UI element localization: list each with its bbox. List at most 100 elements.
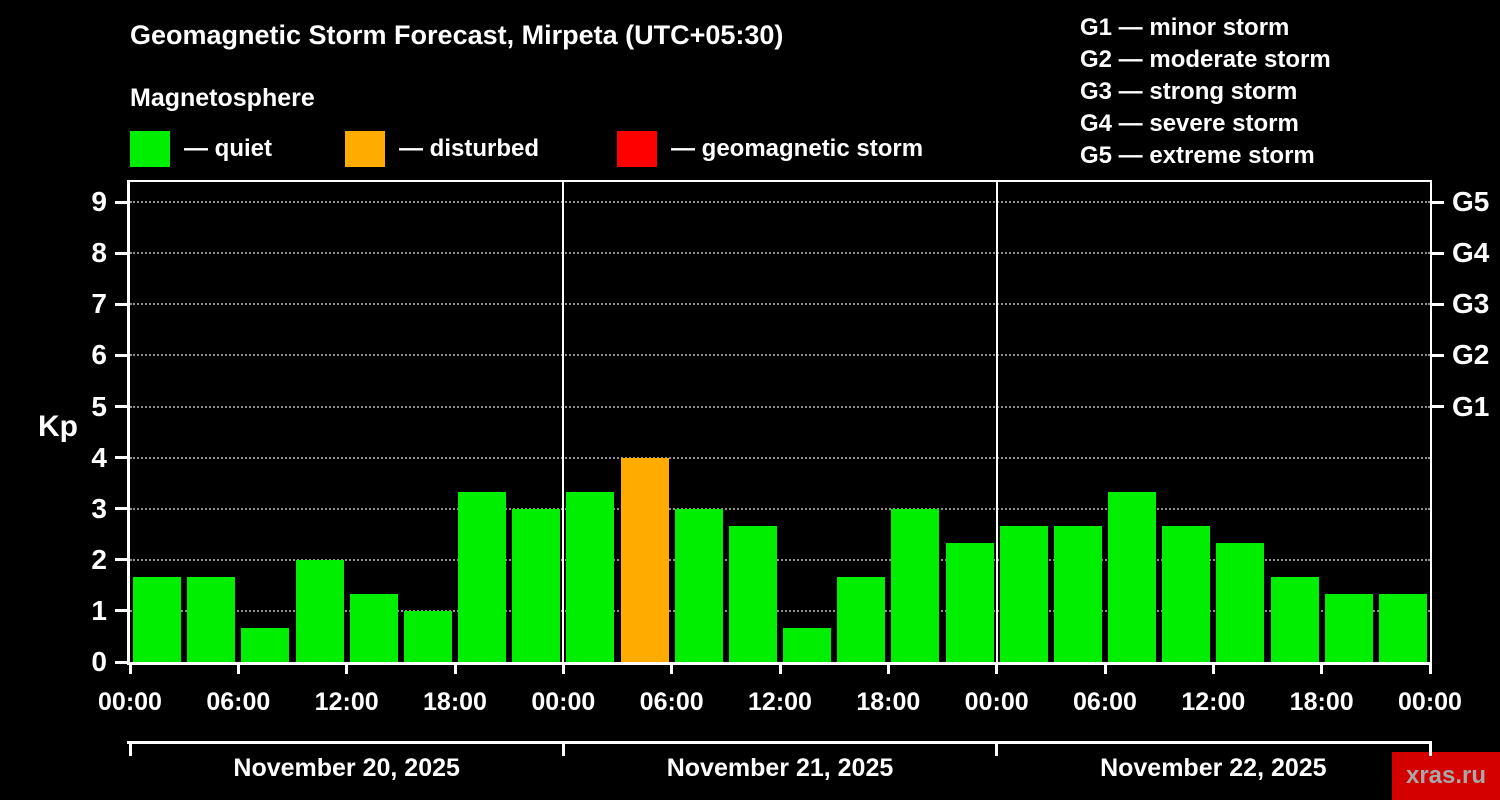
- kp-bar: [1378, 594, 1427, 662]
- x-tick-label: 06:00: [206, 688, 271, 716]
- x-axis-line: [127, 662, 1432, 665]
- kp-bar: [349, 594, 398, 662]
- plot-area: [130, 180, 1430, 662]
- legend-item-storm: — geomagnetic storm: [617, 130, 923, 168]
- kp-bar: [1053, 525, 1102, 662]
- x-tick: [561, 665, 565, 674]
- y-tick-label: 4: [91, 441, 107, 473]
- g-tick: [1432, 200, 1444, 204]
- date-label: November 20, 2025: [233, 754, 460, 782]
- x-tick-label: 12:00: [1181, 688, 1246, 716]
- x-tick: [128, 665, 132, 674]
- legend-label-quiet: — quiet: [184, 135, 272, 162]
- kp-bar: [1108, 491, 1157, 662]
- day-axis-tick: [561, 741, 565, 756]
- x-tick: [1428, 665, 1432, 674]
- x-tick: [1211, 665, 1215, 674]
- x-tick-label: 00:00: [964, 688, 1029, 716]
- y-tick: [115, 609, 127, 613]
- kp-gridline: [130, 201, 1430, 204]
- kp-gridline: [130, 405, 1430, 408]
- g-tick: [1432, 251, 1444, 255]
- kp-gridline: [130, 354, 1430, 357]
- legend-label-disturbed: — disturbed: [399, 135, 540, 162]
- x-tick-label: 06:00: [1073, 688, 1137, 716]
- storm-scale-item-g5: G5 — extreme storm: [1080, 142, 1315, 169]
- legend-item-quiet: — quiet: [130, 130, 272, 168]
- date-label: November 21, 2025: [666, 754, 894, 782]
- y-tick: [115, 302, 127, 306]
- day-axis-line: [127, 741, 1432, 744]
- day-axis-tick: [995, 741, 999, 756]
- x-tick-label: 00:00: [531, 688, 596, 716]
- y-tick: [115, 405, 127, 408]
- watermark-text: xras.ru: [1405, 762, 1487, 789]
- g-scale-label: G1: [1452, 390, 1490, 422]
- kp-bar: [1162, 525, 1211, 662]
- kp-bar: [295, 559, 344, 662]
- x-tick-label: 00:00: [1398, 688, 1462, 716]
- legend-label-storm: — geomagnetic storm: [671, 135, 924, 162]
- storm-scale-legend: G1 — minor storm G2 — moderate storm G3 …: [1080, 12, 1331, 172]
- g-tick: [1432, 302, 1444, 306]
- kp-bar: [945, 542, 994, 662]
- y-axis-line: [127, 180, 130, 665]
- x-tick-label: 12:00: [314, 688, 379, 716]
- x-tick-label: 00:00: [98, 688, 162, 716]
- watermark-xras: xras.ru: [1392, 752, 1500, 800]
- kp-bar: [1324, 594, 1373, 662]
- y-tick: [115, 660, 127, 664]
- storm-scale-item-g3: G3 — strong storm: [1080, 78, 1298, 105]
- kp-bar: [1216, 542, 1265, 662]
- kp-gridline: [130, 507, 1430, 510]
- kp-bar: [133, 576, 182, 662]
- kp-bar: [783, 627, 832, 662]
- g-scale-label: G4: [1452, 237, 1490, 269]
- storm-scale-item-g1: G1 — minor storm: [1080, 14, 1290, 41]
- plot-top-border: [127, 180, 1432, 182]
- x-tick: [236, 665, 240, 674]
- x-tick: [453, 665, 457, 674]
- right-axis-line: [1430, 180, 1432, 665]
- x-tick-label: 18:00: [856, 688, 921, 716]
- kp-bar: [241, 627, 290, 662]
- x-tick-label: 18:00: [1289, 688, 1354, 716]
- kp-bar: [512, 508, 561, 662]
- y-tick-label: 5: [91, 390, 107, 422]
- x-tick: [995, 665, 999, 674]
- g-scale-label: G5: [1452, 186, 1490, 218]
- y-tick: [115, 558, 127, 562]
- x-tick-label: 06:00: [639, 688, 704, 716]
- g-scale-label: G3: [1452, 288, 1490, 320]
- g-tick: [1432, 353, 1444, 357]
- y-tick-label: 3: [91, 492, 107, 524]
- kp-gridline: [130, 456, 1430, 459]
- y-tick-label: 6: [91, 339, 107, 371]
- kp-bar: [891, 508, 940, 662]
- y-tick: [115, 456, 127, 460]
- day-separator-line: [562, 180, 565, 662]
- legend-item-disturbed: — disturbed: [345, 130, 539, 168]
- x-tick-label: 12:00: [748, 688, 812, 716]
- y-tick: [115, 353, 127, 357]
- disturbed-color-swatch: [345, 131, 385, 167]
- kp-gridline: [130, 609, 1430, 612]
- y-tick-label: 2: [91, 543, 107, 575]
- kp-bar: [728, 525, 777, 662]
- y-tick-label: 8: [91, 237, 107, 269]
- storm-scale-item-g4: G4 — severe storm: [1080, 110, 1299, 137]
- x-tick: [345, 665, 349, 674]
- storm-scale-item-g2: G2 — moderate storm: [1080, 46, 1331, 73]
- x-tick: [1320, 665, 1324, 674]
- kp-bar: [1270, 576, 1319, 662]
- chart-subtitle: Magnetosphere: [130, 84, 315, 112]
- y-tick-label: 7: [91, 288, 107, 320]
- kp-bar: [403, 610, 452, 662]
- day-axis-tick: [128, 741, 132, 756]
- kp-bar: [620, 457, 669, 662]
- x-tick: [1103, 665, 1107, 674]
- kp-bar: [999, 525, 1048, 662]
- page-title: Geomagnetic Storm Forecast, Mirpeta (UTC…: [130, 20, 784, 50]
- y-tick-label: 1: [91, 594, 107, 626]
